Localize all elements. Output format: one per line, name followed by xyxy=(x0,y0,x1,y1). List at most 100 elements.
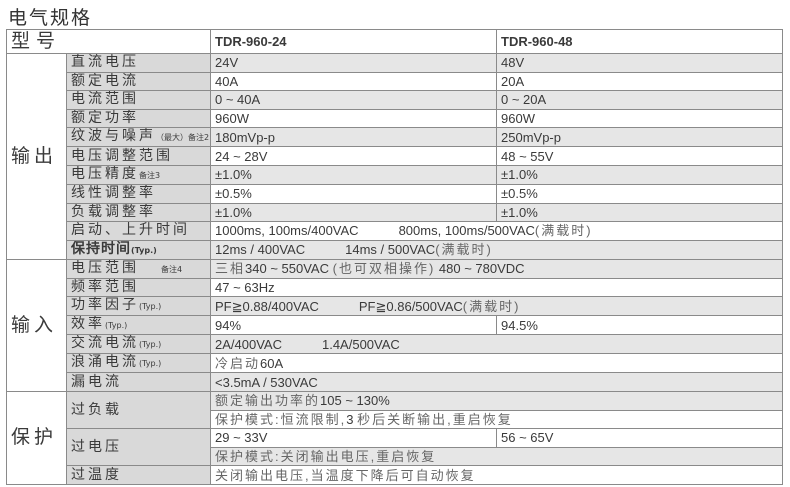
row-label: 效率(Typ.) xyxy=(65,315,212,336)
cell: 保护模式:恒流限制,3 秒后关断输出,重启恢复 xyxy=(210,409,784,430)
cell: 保护模式:关闭输出电压,重启恢复 xyxy=(210,446,784,467)
label-text: 交流电流 xyxy=(71,335,139,352)
typ-note: (Typ.) xyxy=(139,340,162,350)
label-text: 保持时间 xyxy=(71,240,131,257)
cell: 47 ~ 63Hz xyxy=(210,277,784,298)
value-b: 60A xyxy=(260,355,284,371)
table-row: 交流电流(Typ.) 2A/400VAC 1.4A/500VAC xyxy=(7,334,784,355)
table-row: 保护 过负载 额定输出功率的105 ~ 130% xyxy=(6,390,784,485)
typ-note: (Typ.) xyxy=(131,245,157,255)
spec-table: 型号 TDR-960-24 TDR-960-48 输出 直流电压 24V 48V… xyxy=(5,29,784,485)
value-b: 800ms, 100ms/500VAC xyxy=(398,223,535,239)
label-sub: （最大） xyxy=(156,133,188,143)
row-label: 频率范围 xyxy=(65,277,212,298)
value-c: (满载时) xyxy=(462,298,521,314)
row-label: 保持时间(Typ.) xyxy=(65,239,212,260)
value-c: (满载时) xyxy=(435,242,493,258)
table-row: 输入 电压范围 备注4 三相340 ~ 550VAC (也可双相操作) 480 ~… xyxy=(6,258,784,392)
value-a: 1000ms, 100ms/400VAC xyxy=(215,223,359,239)
value-a: 三相 xyxy=(215,261,246,277)
table-row: 电压精度备注3 ±1.0% ±1.0% xyxy=(7,164,784,185)
model-label: 型号 xyxy=(5,29,212,54)
typ-note: (Typ.) xyxy=(139,302,162,312)
cell: 48 ~ 55V xyxy=(496,146,784,166)
row-label: 负载调整率 xyxy=(65,202,212,223)
cell: ±1.0% xyxy=(496,202,784,223)
label-text: 纹波与噪声 xyxy=(71,128,156,145)
cell: 0 ~ 40A xyxy=(210,90,498,110)
value-a: PF≧0.88/400VAC xyxy=(215,298,319,314)
row-label: 过电压 xyxy=(65,428,212,467)
cell: 2A/400VAC 1.4A/500VAC xyxy=(210,334,784,355)
value-d: 480 ~ 780VDC xyxy=(438,261,525,277)
row-label: 线性调整率 xyxy=(65,183,212,204)
value-a: 额定输出功率的 xyxy=(215,393,321,409)
cell: 1000ms, 100ms/400VAC 800ms, 100ms/500VAC(… xyxy=(210,221,784,241)
cell: 24V xyxy=(210,53,498,73)
section-output: 输出 xyxy=(6,53,67,260)
cell: 960W xyxy=(496,108,784,129)
table-row: 线性调整率 ±0.5% ±0.5% xyxy=(7,183,784,204)
page-title: 电气规格 xyxy=(8,7,93,29)
model-1: TDR-960-24 xyxy=(210,29,498,54)
row-label: 纹波与噪声（最大）备注2 xyxy=(65,127,212,148)
row-label: 电压调整范围 xyxy=(65,146,212,166)
table-row: 额定功率 960W 960W xyxy=(7,108,784,129)
table-row: 负载调整率 ±1.0% ±1.0% xyxy=(7,202,784,223)
value-a: 2A/400VAC xyxy=(215,336,282,352)
cell: ±1.0% xyxy=(496,164,784,185)
value-b: 14ms / 500VAC xyxy=(345,242,436,258)
label-text: 电压范围 xyxy=(71,259,139,276)
label-text: 功率因子 xyxy=(71,297,139,314)
row-label: 电压范围 备注4 xyxy=(65,258,212,279)
table-row: 保护模式:恒流限制,3 秒后关断输出,重启恢复 xyxy=(7,409,784,430)
value-c: (满载时) xyxy=(534,223,593,239)
row-label: 额定功率 xyxy=(65,108,212,129)
cell: 额定输出功率的105 ~ 130% xyxy=(210,390,784,411)
header-row: 型号 TDR-960-24 TDR-960-48 xyxy=(5,29,784,54)
row-label: 启动、上升时间 xyxy=(65,221,212,241)
value-b: 340 ~ 550VAC xyxy=(245,261,329,277)
label-text: 电压精度 xyxy=(71,165,139,182)
value-a: 冷启动 xyxy=(215,355,261,371)
typ-note: (Typ.) xyxy=(139,359,162,369)
table-row: 保护模式:关闭输出电压,重启恢复 xyxy=(7,446,784,467)
cell: 960W xyxy=(210,108,498,129)
note-ref: 备注3 xyxy=(139,170,161,180)
value-a: 12ms / 400VAC xyxy=(215,242,306,258)
table-row: 电压调整范围 24 ~ 28V 48 ~ 55V xyxy=(7,146,784,166)
table-row: 频率范围 47 ~ 63Hz xyxy=(7,277,784,298)
row-label: 额定电流 xyxy=(65,71,212,92)
table-row: 浪涌电流(Typ.) 冷启动60A xyxy=(7,353,784,374)
row-label: 功率因子(Typ.) xyxy=(65,296,212,317)
cell: 94% xyxy=(210,315,498,336)
table-row: 效率(Typ.) 94% 94.5% xyxy=(7,315,784,336)
label-text: 浪涌电流 xyxy=(71,354,139,371)
table-row: 过温度 关闭输出电压,当温度下降后可自动恢复 xyxy=(7,465,784,485)
label-text: 效率 xyxy=(71,316,105,333)
row-label: 漏电流 xyxy=(65,372,212,392)
value-b: 3 xyxy=(346,411,354,427)
value-c: (也可双相操作) xyxy=(332,261,436,277)
section-input: 输入 xyxy=(6,258,67,392)
cell: ±1.0% xyxy=(210,202,498,223)
cell: 40A xyxy=(210,71,498,92)
cell: 关闭输出电压,当温度下降后可自动恢复 xyxy=(210,465,784,485)
cell: 12ms / 400VAC 14ms / 500VAC(满载时) xyxy=(210,239,784,260)
value-b: 1.4A/500VAC xyxy=(321,336,400,352)
cell: PF≧0.88/400VAC PF≧0.86/500VAC(满载时) xyxy=(210,296,784,317)
note-ref: 备注4 xyxy=(161,264,183,274)
table-row: 启动、上升时间 1000ms, 100ms/400VAC 800ms, 100ms… xyxy=(7,221,784,241)
row-label: 浪涌电流(Typ.) xyxy=(65,353,212,374)
table-row: 输出 直流电压 24V 48V xyxy=(6,53,784,260)
typ-note: (Typ.) xyxy=(105,321,128,331)
value-b: 105 ~ 130% xyxy=(320,393,390,409)
cell: ±0.5% xyxy=(210,183,498,204)
cell: 24 ~ 28V xyxy=(210,146,498,166)
table-row: 保持时间(Typ.) 12ms / 400VAC 14ms / 500VAC(满载… xyxy=(7,239,784,260)
table-row: 额定电流 40A 20A xyxy=(7,71,784,92)
table-row: 过电压 29 ~ 33V 56 ~ 65V xyxy=(7,428,784,467)
cell: 20A xyxy=(496,71,784,92)
section-protection: 保护 xyxy=(6,390,67,485)
row-label: 过温度 xyxy=(65,465,212,485)
